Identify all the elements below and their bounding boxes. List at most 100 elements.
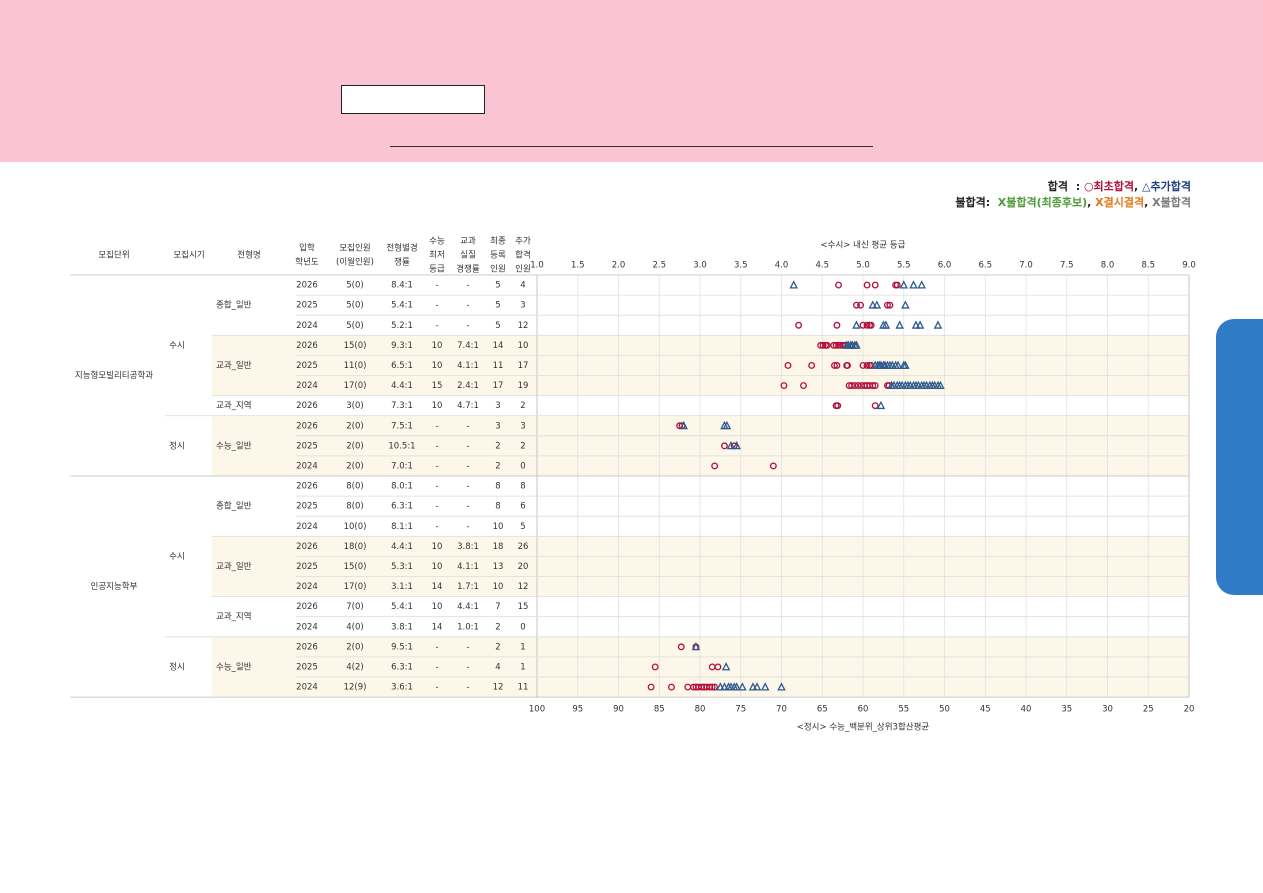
initial-pass-marker xyxy=(871,402,879,410)
initial-pass-marker xyxy=(800,382,807,389)
additional-pass-marker xyxy=(893,360,903,369)
cell-ratio: 8.4:1 xyxy=(391,281,413,291)
cell-reg: 2 xyxy=(495,622,500,632)
additional-pass-marker xyxy=(726,441,736,450)
cell-reg: 3 xyxy=(495,421,500,431)
cell-add: 1 xyxy=(520,662,525,672)
cell-quota: 5(0) xyxy=(346,281,363,291)
initial-pass-marker xyxy=(863,362,871,369)
cell-real: - xyxy=(466,301,469,311)
type-label: 종합_일반 xyxy=(216,501,252,512)
cell-min: - xyxy=(435,461,438,471)
additional-pass-marker xyxy=(716,682,725,691)
additional-pass-marker xyxy=(899,280,909,289)
cell-quota: 2(0) xyxy=(346,441,363,451)
x-axis-label: <정시> 수능_백분위_상위3합산평균 xyxy=(797,722,930,733)
header-add: 합격 xyxy=(515,250,531,261)
header-real: 경쟁률 xyxy=(456,264,480,275)
type-label: 교과_지역 xyxy=(216,611,252,622)
additional-pass-marker xyxy=(933,320,943,329)
cell-ratio: 9.3:1 xyxy=(391,341,413,351)
initial-pass-marker xyxy=(831,362,838,369)
cell-add: 2 xyxy=(520,441,525,451)
cell-min: 10 xyxy=(432,341,443,351)
cell-add: 12 xyxy=(518,321,529,331)
x-bottom-tick: 40 xyxy=(1021,705,1032,715)
cell-add: 26 xyxy=(518,542,529,552)
type-label: 수능_일반 xyxy=(216,661,252,672)
additional-pass-marker xyxy=(789,280,798,289)
cell-year: 2024 xyxy=(296,622,318,632)
banner-title-box xyxy=(341,85,485,114)
initial-pass-marker xyxy=(853,301,860,309)
cell-quota: 10(0) xyxy=(344,522,367,532)
cell-ratio: 6.3:1 xyxy=(391,502,413,512)
x-bottom-tick: 45 xyxy=(980,705,991,715)
initial-pass-marker xyxy=(819,341,827,349)
header-reg: 인원 xyxy=(490,264,506,275)
cell-min: 14 xyxy=(432,582,443,592)
additional-pass-marker xyxy=(872,300,882,309)
cell-reg: 8 xyxy=(495,502,500,512)
cell-add: 20 xyxy=(518,562,529,572)
x-top-tick: 4.5 xyxy=(815,261,829,271)
cell-add: 15 xyxy=(518,602,529,612)
cell-quota: 7(0) xyxy=(346,602,363,612)
additional-pass-marker xyxy=(936,380,945,390)
cell-year: 2025 xyxy=(296,361,318,371)
x-top-tick: 1.0 xyxy=(530,261,544,271)
cell-min: - xyxy=(435,421,438,431)
cell-quota: 2(0) xyxy=(346,421,363,431)
initial-pass-marker xyxy=(698,683,706,691)
cell-min: 10 xyxy=(432,562,443,572)
cell-min: - xyxy=(435,321,438,331)
cell-year: 2026 xyxy=(296,401,318,411)
x-bottom-tick: 85 xyxy=(654,705,665,715)
side-tab[interactable] xyxy=(1216,319,1263,595)
x-bottom-tick: 30 xyxy=(1102,705,1113,715)
x-bottom-tick: 70 xyxy=(776,705,787,715)
cell-add: 11 xyxy=(518,683,529,693)
cell-min: - xyxy=(435,683,438,693)
additional-pass-marker xyxy=(679,420,688,430)
additional-pass-marker xyxy=(901,300,910,309)
cell-quota: 8(0) xyxy=(346,502,363,512)
type-label: 교과_지역 xyxy=(216,400,252,411)
cell-real: 4.7:1 xyxy=(457,401,479,411)
x-top-tick: 7.0 xyxy=(1019,261,1033,271)
initial-pass-marker xyxy=(844,362,851,369)
additional-pass-marker xyxy=(732,441,741,450)
cell-add: 4 xyxy=(520,281,525,291)
cell-year: 2025 xyxy=(296,502,318,512)
initial-pass-marker xyxy=(677,643,685,651)
cell-ratio: 4.4:1 xyxy=(391,381,413,391)
banner-underline xyxy=(390,146,873,147)
additional-pass-marker xyxy=(721,662,731,671)
cell-quota: 18(0) xyxy=(344,542,367,552)
x-bottom-tick: 95 xyxy=(572,705,583,715)
cell-min: - xyxy=(435,281,438,291)
cell-year: 2026 xyxy=(296,602,318,612)
cell-quota: 4(2) xyxy=(346,662,363,672)
cell-ratio: 3.6:1 xyxy=(391,683,413,693)
cell-ratio: 3.1:1 xyxy=(391,582,413,592)
cell-min: - xyxy=(435,522,438,532)
cell-add: 5 xyxy=(520,522,525,532)
x-top-tick: 9.0 xyxy=(1182,261,1196,271)
cell-min: 10 xyxy=(432,401,443,411)
initial-pass-marker xyxy=(784,362,792,369)
cell-reg: 12 xyxy=(493,683,504,693)
x-top-tick: 8.0 xyxy=(1101,261,1115,271)
cell-reg: 8 xyxy=(495,482,500,492)
initial-pass-marker xyxy=(863,281,871,289)
cell-ratio: 8.1:1 xyxy=(391,522,413,532)
initial-pass-marker xyxy=(833,321,841,329)
initial-pass-marker xyxy=(893,281,901,289)
cell-min: - xyxy=(435,441,438,451)
cell-quota: 12(9) xyxy=(344,683,367,693)
cell-quota: 17(0) xyxy=(344,381,367,391)
initial-pass-marker xyxy=(651,663,659,671)
legend-fail-title: 불합격: xyxy=(955,196,991,209)
initial-pass-marker xyxy=(851,382,859,389)
